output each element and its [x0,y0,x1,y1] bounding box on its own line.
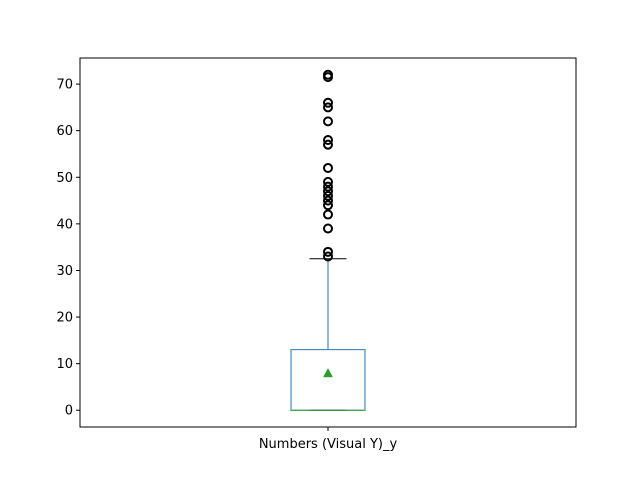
axes-frame [79,57,577,428]
y-tick-label: 20 [56,311,73,326]
y-tick-label: 40 [56,217,73,232]
outlier-point [323,181,333,192]
mean-marker [323,367,333,378]
outlier-point [323,176,333,187]
x-axis: Numbers (Visual Y)_y [259,427,398,452]
outlier-point [323,135,333,145]
y-axis: 0 10 20 30 40 50 60 70 [56,78,80,419]
y-tick-label: 50 [56,171,73,186]
outlier-point [323,116,333,127]
plot-area [290,69,366,411]
y-tick-label: 70 [56,78,73,93]
outlier-point [323,246,333,257]
y-tick-label: 30 [56,264,73,279]
outlier-point [323,162,333,173]
y-tick-label: 60 [56,124,73,139]
outlier-point [323,102,333,113]
outlier-point [323,186,333,197]
outlier-point [323,223,333,234]
x-tick-label: Numbers (Visual Y)_y [259,437,398,452]
outlier-point [323,209,333,220]
outlier-point [323,251,333,262]
outlier-point [323,200,333,211]
outlier-point [323,195,333,206]
outlier-point [323,190,333,201]
outlier-point [323,139,333,150]
y-tick-label: 10 [56,357,73,372]
outlier-point [323,69,333,80]
outlier-point [323,97,333,108]
y-tick-label: 0 [65,404,73,419]
